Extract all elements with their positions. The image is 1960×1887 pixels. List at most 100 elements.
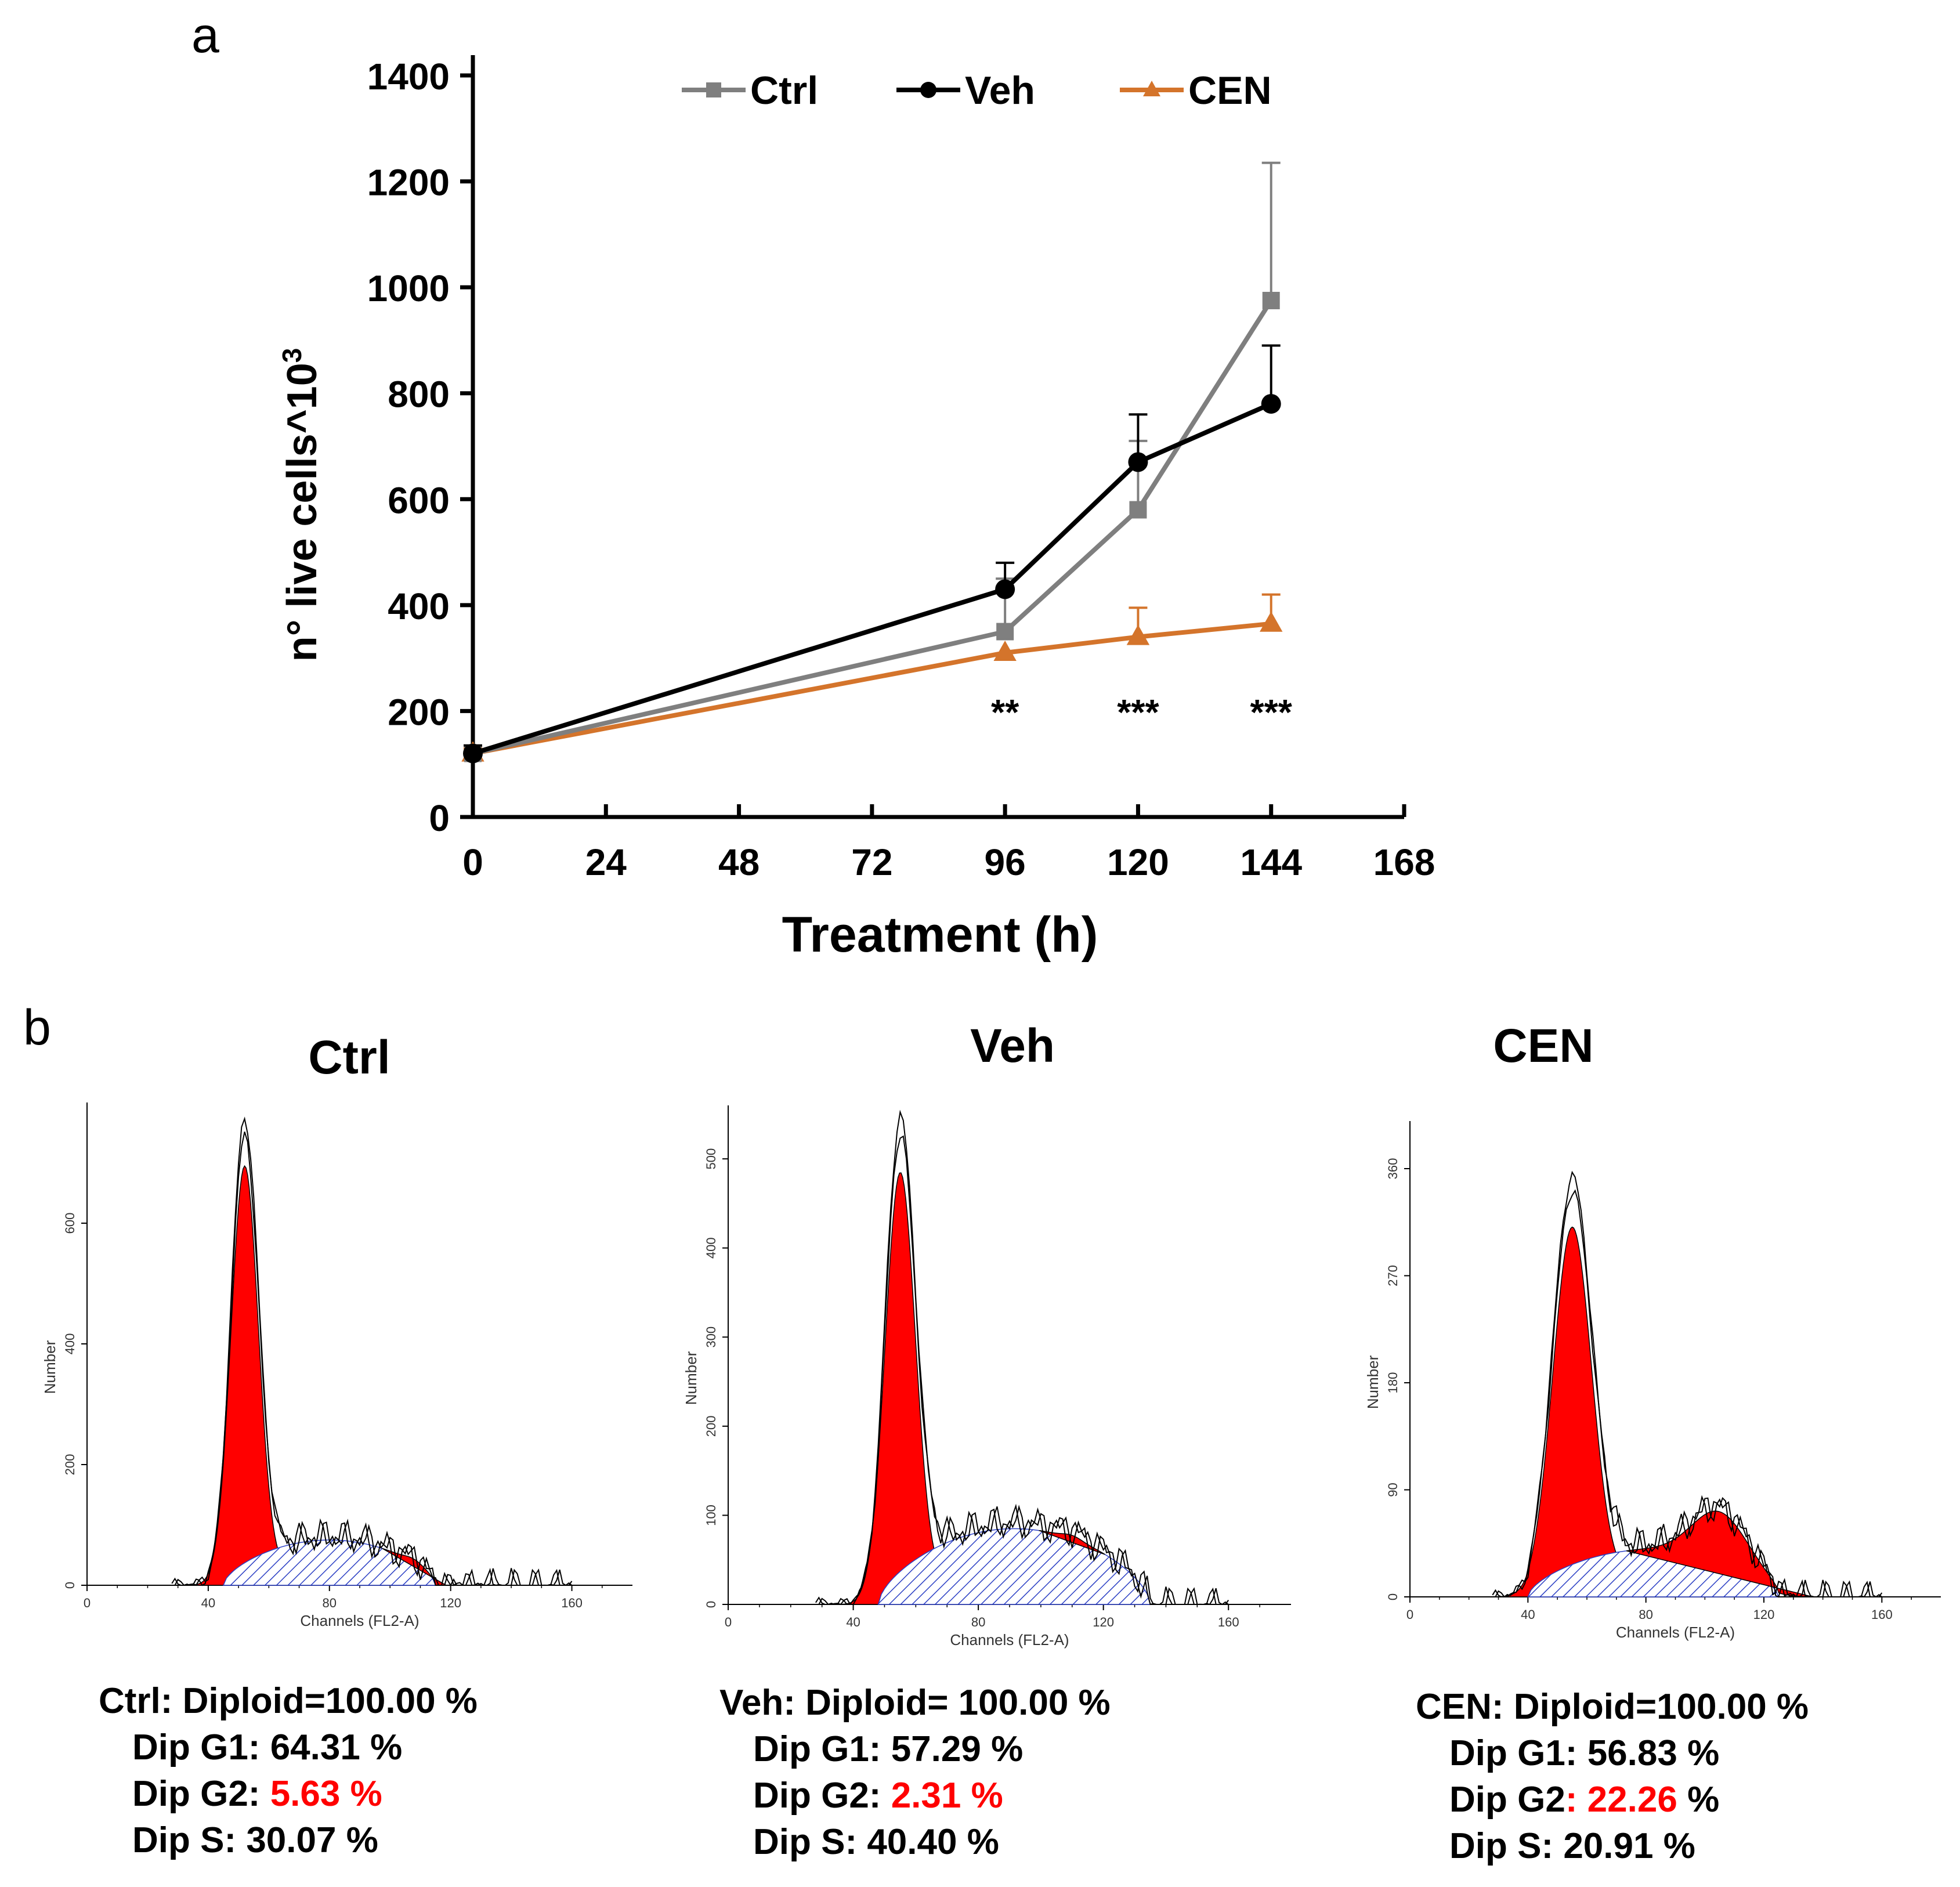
data-point	[1260, 611, 1283, 632]
stat-g2: Dip G2: 5.63 %	[132, 1774, 382, 1814]
hist-y-label: Number	[1364, 1355, 1382, 1409]
hist-y-tick-label: 0	[704, 1601, 718, 1608]
x-tick-label: 72	[851, 841, 892, 883]
stat-g2: Dip G2: 2.31 %	[753, 1776, 1003, 1816]
stat-g2-label: Dip G2:	[132, 1774, 270, 1814]
significance-mark: ***	[1250, 693, 1293, 733]
x-tick-label: 168	[1373, 841, 1435, 883]
hist-x-label: Channels (FL2-A)	[950, 1631, 1069, 1649]
hist-x-tick-label: 120	[440, 1596, 461, 1610]
line-chart-annotations: ** *** ***	[991, 693, 1293, 733]
stat-g1: Dip G1: 64.31 %	[132, 1727, 402, 1767]
stat-g1-label: Dip G1:	[1449, 1733, 1587, 1773]
histogram-title: Veh	[970, 1020, 1055, 1072]
histogram-ctrl: Ctrl 0 40 80 120 160 0 200 400 600 Channels (FL2-A…	[41, 1031, 632, 1860]
stat-diploid-label: CEN: Diploid=	[1416, 1687, 1657, 1727]
stat-diploid-label: Ctrl: Diploid=	[99, 1681, 326, 1721]
hist-y-tick-label: 360	[1386, 1158, 1400, 1180]
stat-g2: Dip G2: 22.26 %	[1449, 1780, 1719, 1820]
hist-x-tick-label: 160	[1218, 1615, 1239, 1629]
y-tick-label: 800	[388, 374, 450, 415]
hist-x-tick-label: 80	[971, 1615, 985, 1629]
y-tick-label: 0	[429, 797, 450, 839]
stat-diploid: Veh: Diploid= 100.00 %	[719, 1683, 1111, 1723]
legend-label: CEN	[1188, 68, 1272, 113]
line-chart-axes: 0 200 400 600 800 1000 1200 1400 0 24 48 72 96 120 144…	[367, 55, 1435, 883]
stat-s-label: Dip S:	[132, 1820, 246, 1860]
y-tick-label: 1200	[367, 162, 450, 204]
y-tick-label: 400	[388, 585, 450, 627]
hist-x-label: Channels (FL2-A)	[300, 1612, 419, 1629]
hist-y-tick-label: 500	[704, 1148, 718, 1170]
legend-marker	[1143, 81, 1160, 96]
stat-s-value: 20.91 %	[1563, 1826, 1695, 1866]
histogram-stats: Veh: Diploid= 100.00 %Dip G1: 57.29 %Dip…	[719, 1683, 1111, 1862]
legend-label: Veh	[965, 68, 1035, 113]
stat-diploid: CEN: Diploid=100.00 %	[1416, 1687, 1809, 1727]
hist-y-tick-label: 90	[1386, 1483, 1400, 1496]
series-line-ctrl	[472, 299, 1274, 756]
stat-g2-pct: %	[1677, 1780, 1719, 1820]
legend-label: Ctrl	[750, 68, 818, 113]
hist-x-label: Channels (FL2-A)	[1616, 1624, 1735, 1641]
hist-y-tick-label: 600	[63, 1213, 77, 1234]
stat-s-label: Dip S:	[1449, 1826, 1563, 1866]
hist-y-label: Number	[41, 1340, 59, 1394]
hist-y-tick-label: 400	[63, 1333, 77, 1355]
legend-item-cen: CEN	[1120, 68, 1272, 113]
hist-x-tick-label: 120	[1093, 1615, 1114, 1629]
stat-g2-label: Dip G2	[1449, 1780, 1565, 1820]
significance-mark: ***	[1117, 693, 1159, 733]
stat-g1-value: 64.31 %	[270, 1727, 403, 1767]
hist-x-tick-label: 80	[323, 1596, 337, 1610]
stat-g2-value: 2.31 %	[891, 1776, 1003, 1816]
stat-diploid: Ctrl: Diploid=100.00 %	[99, 1681, 478, 1721]
series-line-cen	[472, 621, 1272, 756]
g1-peak-area	[1495, 1226, 1650, 1597]
hist-x-tick-label: 160	[561, 1596, 583, 1610]
line-chart-series	[461, 161, 1283, 764]
y-tick-label: 200	[388, 691, 450, 733]
s-phase-area	[877, 1528, 1151, 1605]
hist-x-tick-label: 40	[1521, 1607, 1535, 1622]
series-cen	[461, 593, 1283, 762]
hist-y-tick-label: 270	[1386, 1265, 1400, 1286]
stat-s: Dip S: 40.40 %	[753, 1822, 999, 1862]
hist-x-tick-label: 120	[1753, 1607, 1775, 1622]
y-tick-label: 600	[388, 479, 450, 521]
x-tick-label: 48	[718, 841, 760, 883]
histogram-envelope	[1492, 1170, 1882, 1598]
histogram-veh: Veh 0 40 80 120 160 0 100 200 300 400 500 Channels (…	[682, 1020, 1291, 1862]
data-point	[993, 640, 1017, 661]
stat-g1-label: Dip G1:	[753, 1729, 891, 1769]
histogram-cen: CEN 0 40 80 120 160 0 90 180 270 360 Channels (FL2-…	[1364, 1020, 1941, 1866]
histogram-envelope	[171, 1116, 573, 1587]
hist-y-tick-label: 180	[1386, 1372, 1400, 1394]
x-tick-label: 24	[585, 841, 627, 883]
stat-g1: Dip G1: 56.83 %	[1449, 1733, 1719, 1773]
stat-s: Dip S: 30.07 %	[132, 1820, 378, 1860]
y-tick-label: 1400	[367, 56, 450, 97]
hist-y-tick-label: 0	[1386, 1593, 1400, 1600]
stat-diploid-value: 100.00 %	[948, 1683, 1110, 1723]
panel-label-b: b	[23, 1000, 51, 1055]
x-tick-label: 96	[985, 841, 1026, 883]
hist-y-tick-label: 400	[704, 1237, 718, 1259]
histogram-stats: Ctrl: Diploid=100.00 %Dip G1: 64.31 %Dip…	[99, 1681, 478, 1860]
histogram-title: Ctrl	[308, 1031, 390, 1084]
stat-g1-label: Dip G1:	[132, 1727, 270, 1767]
hist-y-tick-label: 100	[704, 1505, 718, 1526]
data-point	[1129, 501, 1147, 519]
data-point	[1262, 291, 1280, 309]
series-ctrl	[464, 161, 1281, 762]
legend-item-veh: Veh	[896, 68, 1035, 113]
stat-g2-value: 5.63 %	[270, 1774, 382, 1814]
data-point	[995, 579, 1015, 599]
stat-diploid-value: 100.00 %	[326, 1681, 478, 1721]
stat-s-value: 30.07 %	[246, 1820, 378, 1860]
hist-y-tick-label: 200	[63, 1454, 77, 1476]
stat-s-value: 40.40 %	[867, 1822, 999, 1862]
stat-diploid-value: 100.00 %	[1657, 1687, 1809, 1727]
data-point	[463, 743, 483, 764]
g1-peak-area	[189, 1165, 300, 1586]
